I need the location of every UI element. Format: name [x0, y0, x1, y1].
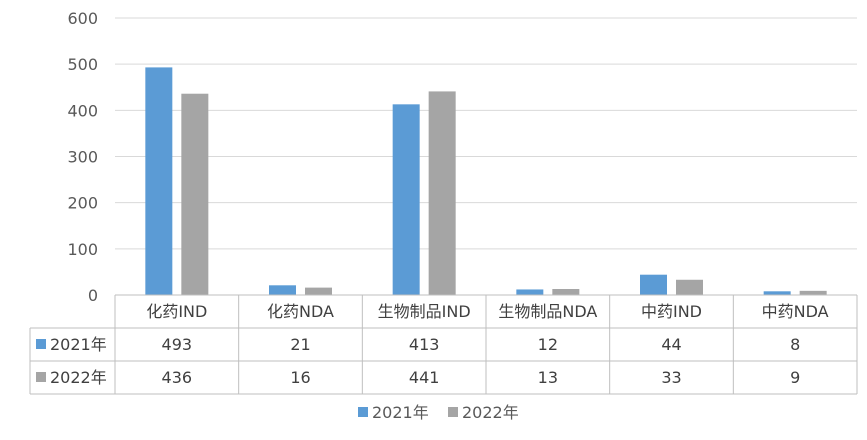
- table-series-name: 2021年: [50, 335, 107, 354]
- bar-series1: [145, 67, 173, 295]
- x-tick-label: 生物制品NDA: [498, 302, 597, 321]
- bar-series2: [428, 91, 456, 295]
- data-table: 化药IND 化药NDA 生物制品IND 生物制品NDA 中药IND 中药NDA 2021年 4…: [29, 294, 858, 395]
- table-cell-value: 493: [162, 335, 193, 354]
- y-tick-label: 500: [67, 55, 98, 74]
- table-cell-value: 12: [538, 335, 558, 354]
- x-tick-label: 化药IND: [146, 302, 207, 321]
- table-cell-value: 413: [409, 335, 440, 354]
- table-series-key: [36, 339, 46, 349]
- legend: 2021年 2022年: [358, 403, 519, 422]
- legend-label: 2021年: [372, 403, 429, 422]
- table-cell-value: 33: [661, 368, 681, 387]
- table-cell-value: 441: [409, 368, 440, 387]
- x-tick-label: 化药NDA: [267, 302, 334, 321]
- bar-series1: [392, 104, 420, 295]
- table-cell-value: 436: [162, 368, 193, 387]
- table-cell-value: 9: [790, 368, 800, 387]
- bar-series2: [799, 290, 827, 295]
- y-tick-label: 100: [67, 240, 98, 259]
- legend-swatch: [448, 407, 458, 417]
- table-series-key: [36, 372, 46, 382]
- y-tick-label: 200: [67, 194, 98, 213]
- bar-series2: [305, 287, 332, 295]
- table-series-name: 2022年: [50, 368, 107, 387]
- bar-series1: [763, 291, 791, 295]
- x-tick-label: 中药NDA: [762, 302, 829, 321]
- gridlines: [115, 17, 857, 250]
- legend-label: 2022年: [462, 403, 519, 422]
- bars: [145, 67, 827, 295]
- x-tick-label: 生物制品IND: [378, 302, 471, 321]
- y-axis: 0 100 200 300 400 500 600: [67, 9, 98, 305]
- bar-series2: [181, 93, 209, 295]
- bar-series2: [552, 288, 580, 295]
- table-cell-value: 21: [290, 335, 310, 354]
- legend-swatch: [358, 407, 368, 417]
- y-tick-label: 400: [67, 101, 98, 120]
- y-tick-label: 300: [67, 148, 98, 167]
- y-tick-label: 0: [88, 286, 98, 305]
- x-tick-label: 中药IND: [641, 302, 702, 321]
- bar-series1: [640, 274, 667, 295]
- table-cell-value: 13: [538, 368, 558, 387]
- bar-series1: [516, 289, 544, 295]
- table-cell-value: 44: [661, 335, 681, 354]
- y-tick-label: 600: [67, 9, 98, 28]
- bar-series1: [269, 285, 296, 295]
- table-cell-value: 16: [290, 368, 310, 387]
- table-cell-value: 8: [790, 335, 800, 354]
- bar-series2: [676, 279, 703, 295]
